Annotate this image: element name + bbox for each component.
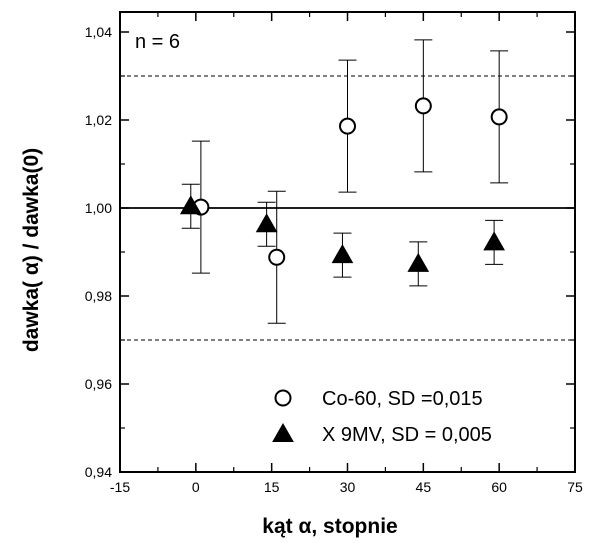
- y-tick-label: 1,04: [85, 24, 112, 40]
- data-point: [179, 195, 202, 215]
- tick-labels: -15 0 15 30 45 60 75 0,94 0,96 0,98 1,00 1,02 1,04: [85, 24, 583, 495]
- data-point: [331, 244, 354, 264]
- y-tick-label: 1,02: [85, 112, 112, 128]
- x-tick-label: 45: [416, 479, 432, 495]
- error-bars: [181, 39, 509, 324]
- data-point: [255, 213, 278, 233]
- data-point: [407, 252, 430, 272]
- data-point: [339, 117, 356, 135]
- y-axis-title: dawka( α) / dawka(0): [20, 148, 43, 352]
- y-tick-label: 0,96: [85, 376, 112, 392]
- data-point: [490, 108, 508, 126]
- data-markers: [179, 97, 508, 272]
- legend-label: X 9MV, SD = 0,005: [322, 424, 492, 446]
- legend: Co-60, SD =0,015 X 9MV, SD = 0,005: [272, 388, 492, 446]
- data-point: [483, 231, 505, 251]
- data-point: [268, 248, 286, 266]
- x-tick-label: 30: [340, 479, 356, 495]
- x-tick-label: 0: [192, 479, 200, 495]
- x-tick-label: 60: [491, 479, 507, 495]
- sample-size-annotation: n = 6: [135, 31, 180, 53]
- x-tick-label: 15: [264, 479, 280, 495]
- legend-triangle-icon: [272, 422, 294, 442]
- y-tick-label: 0,98: [85, 288, 112, 304]
- x-tick-label: 75: [567, 479, 583, 495]
- x-axis-title: kąt α, stopnie: [262, 515, 397, 538]
- legend-label: Co-60, SD =0,015: [322, 388, 483, 410]
- axis-ticks: [119, 12, 576, 473]
- data-point: [414, 97, 432, 115]
- x-tick-label: -15: [110, 479, 130, 495]
- y-tick-label: 1,00: [85, 200, 112, 216]
- legend-circle-icon: [274, 389, 292, 407]
- y-tick-label: 0,94: [85, 464, 112, 480]
